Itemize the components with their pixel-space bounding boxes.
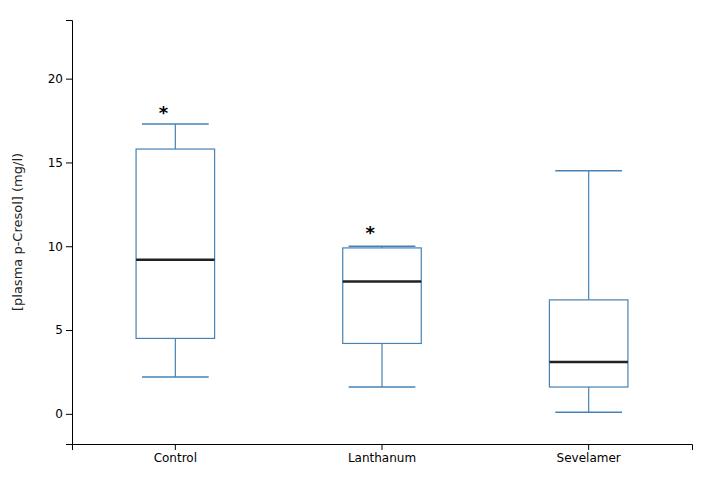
box-group bbox=[136, 124, 215, 377]
upper-cap bbox=[555, 170, 622, 172]
x-tick-label: Sevelamer bbox=[557, 451, 621, 465]
upper-whisker bbox=[175, 124, 176, 149]
x-tick: Lanthanum bbox=[348, 444, 416, 465]
median bbox=[136, 258, 215, 261]
asterisk: * bbox=[366, 222, 376, 243]
box bbox=[136, 149, 215, 338]
y-tick-mark bbox=[66, 414, 72, 415]
lower-cap bbox=[349, 386, 416, 388]
lower-cap bbox=[142, 376, 209, 378]
x-axis-line bbox=[73, 445, 693, 451]
lower-whisker bbox=[588, 387, 589, 412]
y-axis-title: [plasma p-Cresol] (mg/l) bbox=[10, 153, 25, 311]
y-tick-label: 15 bbox=[48, 156, 63, 170]
lower-whisker bbox=[381, 343, 382, 387]
y-tick: 15 bbox=[48, 156, 72, 170]
y-tick-mark bbox=[66, 330, 72, 331]
x-tick-label: Lanthanum bbox=[348, 451, 416, 465]
box-group bbox=[343, 246, 422, 387]
x-tick: Control bbox=[154, 444, 197, 465]
y-tick-mark bbox=[66, 162, 72, 163]
y-axis-line bbox=[66, 21, 73, 445]
x-tick-mark bbox=[588, 444, 589, 450]
x-tick-mark bbox=[175, 444, 176, 450]
box-group bbox=[549, 171, 628, 412]
y-tick: 0 bbox=[55, 407, 72, 421]
annotations: ** bbox=[159, 102, 376, 244]
x-tick: Sevelamer bbox=[557, 444, 621, 465]
upper-whisker bbox=[588, 171, 589, 300]
boxes bbox=[136, 124, 628, 412]
y-tick: 5 bbox=[55, 323, 72, 337]
y-tick-label: 5 bbox=[55, 323, 63, 337]
median bbox=[343, 280, 422, 283]
lower-cap bbox=[555, 411, 622, 413]
chart: 05101520ControlLanthanumSevelamer**[plas… bbox=[0, 0, 712, 488]
upper-cap bbox=[142, 123, 209, 125]
y-tick: 20 bbox=[48, 72, 72, 86]
y-tick: 10 bbox=[48, 240, 72, 254]
x-axis: Control Lanthanum Sevelamer bbox=[73, 444, 693, 465]
y-tick-label: 10 bbox=[48, 240, 63, 254]
median bbox=[549, 361, 628, 364]
x-tick-label: Control bbox=[154, 451, 197, 465]
y-tick-label: 20 bbox=[48, 72, 63, 86]
box bbox=[343, 248, 422, 344]
y-tick-label: 0 bbox=[55, 407, 63, 421]
y-tick-mark bbox=[66, 79, 72, 80]
lower-whisker bbox=[175, 338, 176, 377]
y-tick-mark bbox=[66, 246, 72, 247]
box bbox=[549, 300, 628, 387]
asterisk: * bbox=[159, 102, 169, 123]
plot: 05101520ControlLanthanumSevelamer** bbox=[48, 21, 693, 465]
y-axis: 0 5 10 15 20 bbox=[48, 21, 73, 445]
x-tick-mark bbox=[382, 444, 383, 450]
upper-cap bbox=[349, 245, 416, 247]
